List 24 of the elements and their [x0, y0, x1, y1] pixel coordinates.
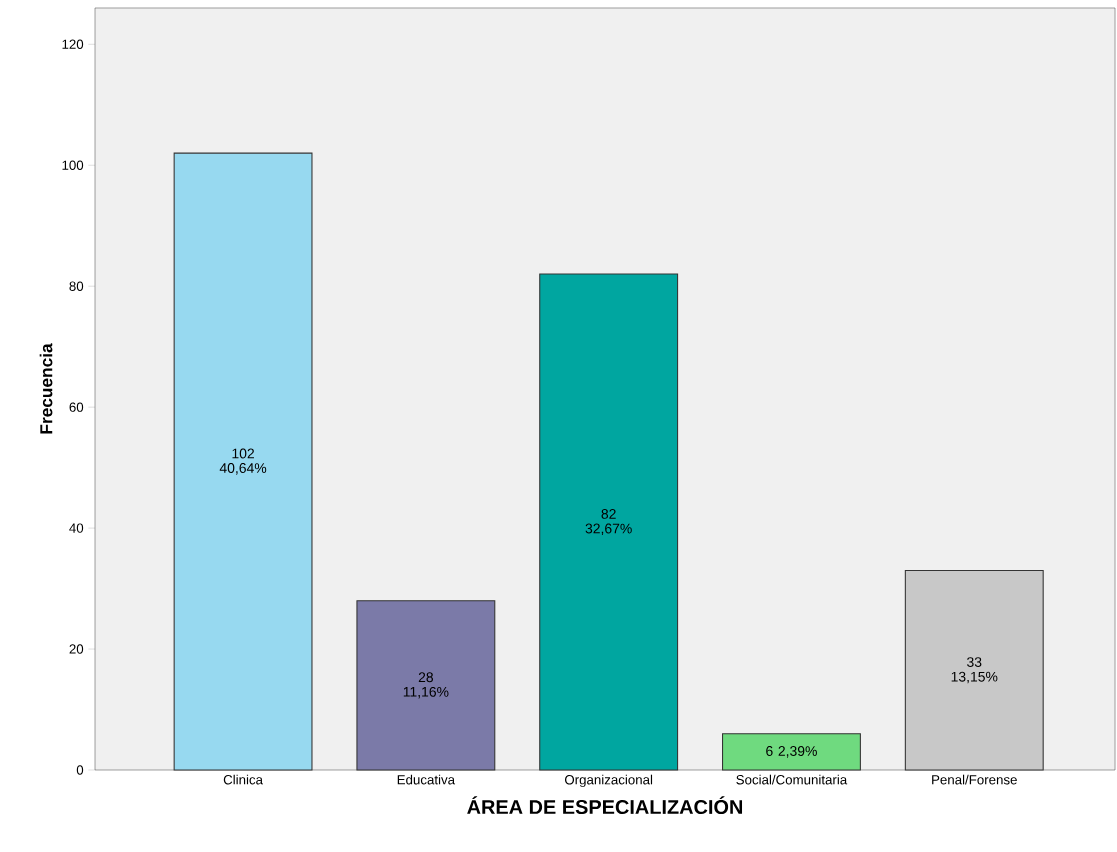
y-tick-label: 100	[62, 160, 84, 170]
x-tick-label: Organizacional	[564, 774, 653, 788]
y-axis-title: Frecuencia	[39, 343, 53, 434]
data-label: 33 13,15%	[951, 657, 998, 684]
y-tick-label: 0	[76, 765, 84, 775]
data-label: 102 40,64%	[219, 448, 267, 475]
y-tick-label: 60	[69, 402, 84, 412]
y-tick-label: 40	[69, 523, 84, 533]
bar	[539, 273, 679, 771]
bar	[173, 152, 313, 771]
data-label: 28 11,16%	[403, 672, 449, 699]
y-tick-label: 20	[69, 644, 84, 654]
bar	[722, 733, 861, 771]
data-label: 6 2,39%	[766, 746, 817, 758]
bar	[356, 600, 496, 771]
x-tick-label: Social/Comunitaria	[736, 774, 848, 785]
bar	[904, 569, 1044, 771]
x-tick-label: Educativa	[397, 774, 456, 785]
x-tick-label: Clinica	[223, 774, 263, 785]
y-tick-label: 120	[62, 39, 84, 49]
x-axis-title: ÁREA DE ESPECIALIZACIÓN	[467, 796, 743, 815]
y-tick-label: 80	[69, 281, 84, 291]
data-label: 82 32,67%	[585, 508, 632, 536]
x-tick-label: Penal/Forense	[932, 774, 1017, 785]
